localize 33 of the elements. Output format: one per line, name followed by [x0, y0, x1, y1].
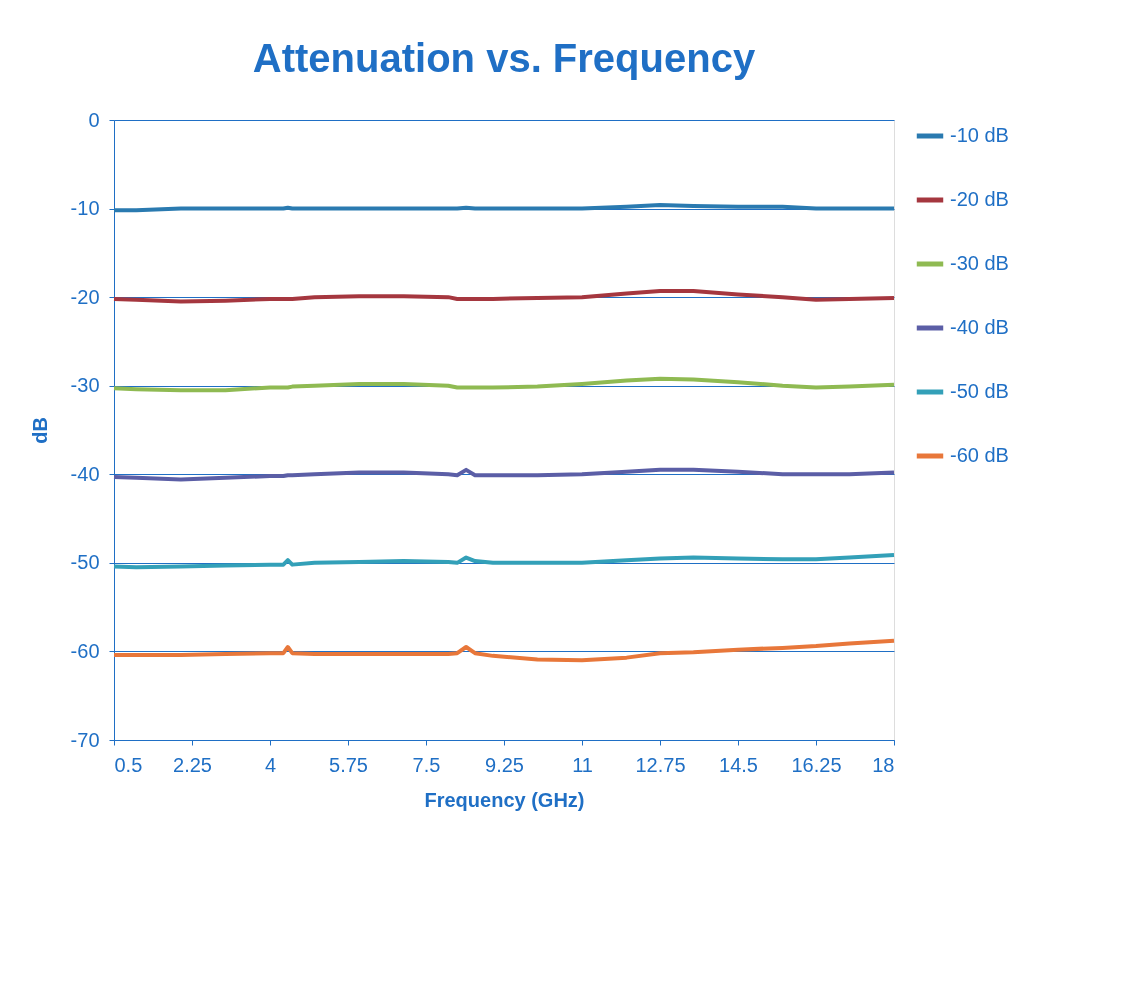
legend-label: -40 dB — [950, 316, 1009, 338]
y-tick-label: -20 — [70, 285, 100, 308]
line-series — [112, 288, 896, 304]
y-axis-title: dB — [28, 417, 51, 444]
x-tick-label: 2.25 — [173, 753, 212, 776]
chart-title: Attenuation vs. Frequency — [252, 36, 756, 80]
x-tick-label: 5.75 — [329, 753, 368, 776]
x-axis-title: Frequency (GHz) — [424, 788, 585, 811]
x-tick-label: 12.75 — [635, 753, 686, 776]
line-series — [112, 376, 896, 393]
legend-label: -10 dB — [950, 124, 1009, 146]
y-tick-label: -70 — [70, 728, 100, 751]
x-tick-label: 7.5 — [412, 753, 441, 776]
x-tick-label: 14.5 — [719, 753, 758, 776]
x-tick-label: 18 — [872, 753, 895, 776]
x-tick-label: 0.5 — [114, 753, 143, 776]
y-tick-label: 0 — [88, 108, 100, 131]
y-tick-label: -30 — [70, 374, 100, 397]
line-series — [112, 552, 896, 570]
line-series — [112, 638, 896, 663]
x-tick-label: 9.25 — [485, 753, 524, 776]
line-series — [112, 467, 896, 482]
legend-label: -60 dB — [950, 444, 1009, 466]
y-tick-label: -10 — [70, 197, 100, 220]
legend-label: -30 dB — [950, 252, 1009, 274]
legend-label: -50 dB — [950, 380, 1009, 402]
y-tick-label: -40 — [70, 462, 100, 485]
x-tick-label: 11 — [572, 753, 593, 776]
y-tick-label: -60 — [70, 639, 100, 662]
x-tick-label: 4 — [264, 753, 277, 776]
y-tick-label: -50 — [70, 551, 100, 574]
x-tick-label: 16.25 — [791, 753, 842, 776]
legend-label: -20 dB — [950, 188, 1009, 210]
